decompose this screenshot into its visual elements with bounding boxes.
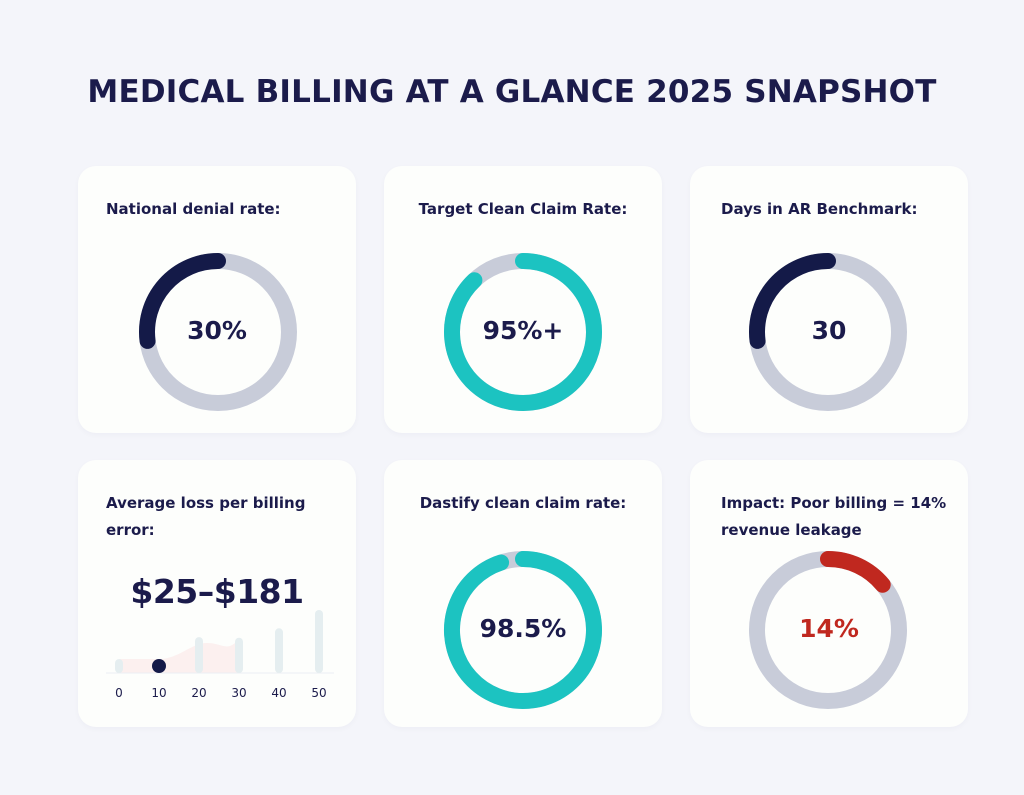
donut-value: 95%+ <box>482 316 564 345</box>
card-dastify-clean-claim-rate: Dastify clean claim rate: 98.5% <box>384 460 662 727</box>
donut-arc <box>139 253 226 349</box>
card-days-in-ar: Days in AR Benchmark: 30 <box>690 166 968 433</box>
x-tick-label: 50 <box>311 686 326 700</box>
card-label: Dastify clean claim rate: <box>419 494 627 512</box>
chart-area <box>119 639 239 673</box>
donut-chart <box>444 551 602 709</box>
card-average-loss: Average loss per billing error: 0 10 20 30 4… <box>78 460 356 727</box>
donut-value: 14% <box>799 614 859 643</box>
donut-chart <box>749 551 907 709</box>
chart-bar <box>115 659 123 673</box>
donut-chart <box>139 253 297 411</box>
card-label: Target Clean Claim Rate: <box>418 200 628 218</box>
card-label: Days in AR Benchmark: <box>721 200 918 218</box>
x-tick-label: 30 <box>231 686 246 700</box>
chart-bar <box>235 637 243 673</box>
donut-chart <box>444 253 602 411</box>
chart-bar <box>315 610 323 673</box>
donut-arc <box>444 551 602 709</box>
card-label: National denial rate: <box>106 200 281 218</box>
donut-arc <box>749 253 836 349</box>
chart-bar <box>275 628 283 673</box>
page-title: MEDICAL BILLING AT A GLANCE 2025 SNAPSHO… <box>87 74 937 110</box>
x-tick-label: 0 <box>115 686 123 700</box>
card-target-clean-claim-rate: Target Clean Claim Rate: 95%+ <box>384 166 662 433</box>
x-tick-label: 10 <box>151 686 166 700</box>
x-tick-label: 40 <box>271 686 286 700</box>
donut-value: 98.5% <box>479 614 567 643</box>
donut-value: 30% <box>187 316 247 345</box>
card-national-denial-rate: National denial rate: 30% <box>78 166 356 433</box>
donut-arc <box>820 551 891 593</box>
loss-mini-chart: 0 10 20 30 40 50 <box>106 610 334 700</box>
donut-value: 30 <box>811 316 847 345</box>
card-label: Impact: Poor billing = 14% revenue leaka… <box>721 494 947 539</box>
x-tick-label: 20 <box>191 686 206 700</box>
loss-range-value: $25–$181 <box>130 572 304 611</box>
card-revenue-leakage: Impact: Poor billing = 14% revenue leaka… <box>690 460 968 727</box>
chart-marker <box>152 659 166 673</box>
donut-chart <box>749 253 907 411</box>
card-label: Average loss per billing error: <box>106 494 306 539</box>
chart-bar <box>195 637 203 673</box>
donut-arc <box>444 253 602 411</box>
